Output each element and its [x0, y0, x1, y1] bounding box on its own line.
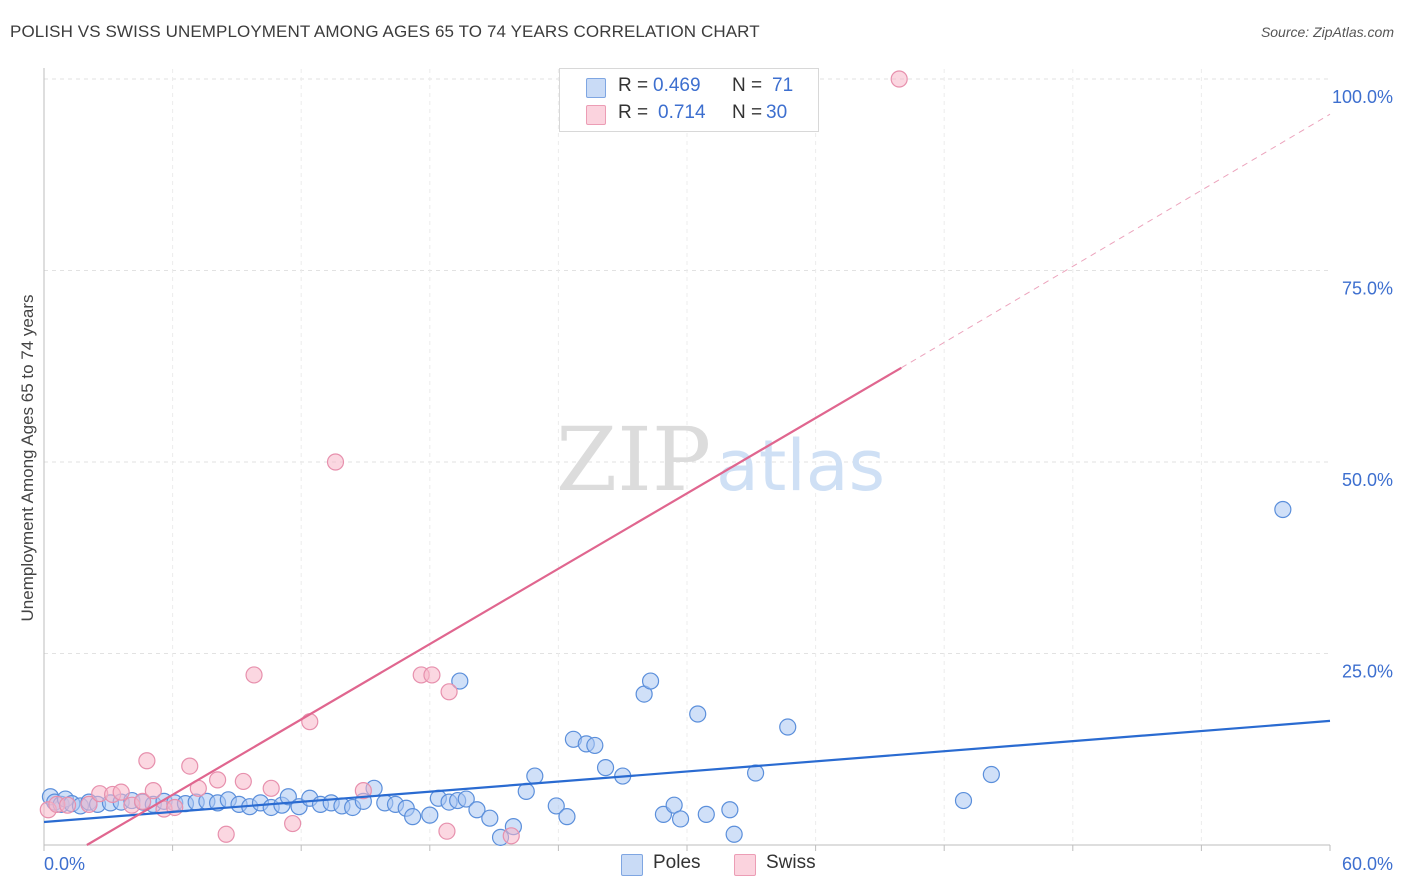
poles-point — [779, 718, 797, 736]
tick-labels: 25.0% 50.0% 75.0% 100.0% 0.0% 60.0% — [44, 87, 1393, 874]
poles-point — [547, 797, 565, 815]
swiss-trend-extension — [901, 113, 1331, 369]
swiss-point — [58, 796, 77, 814]
r-label: R = — [618, 75, 649, 96]
n-label: N = — [732, 102, 763, 123]
poles-point — [526, 767, 544, 785]
swiss-point — [181, 757, 199, 775]
poles-point — [558, 808, 576, 826]
poles-point — [689, 705, 707, 723]
y-tick-label: 75.0% — [1342, 279, 1393, 299]
swiss-swatch — [586, 105, 606, 125]
watermark: ZIP atlas — [556, 408, 885, 511]
swiss-point — [423, 666, 441, 684]
axes — [43, 68, 1331, 851]
poles-point — [586, 736, 604, 755]
swiss-point — [245, 666, 263, 684]
x-tick-label: 60.0% — [1342, 854, 1393, 874]
swiss-point — [326, 453, 345, 471]
swiss-point — [502, 827, 520, 845]
swiss-point — [217, 825, 235, 843]
x-tick-label: 0.0% — [44, 854, 85, 874]
swiss-point — [138, 752, 156, 770]
poles-point — [982, 765, 1000, 784]
poles-trend-line — [43, 719, 1331, 824]
watermark-zip: ZIP — [556, 408, 711, 511]
correlation-legend: R = 0.469 N = 71 R = 0.714 N = 30 — [559, 68, 819, 132]
swiss-point — [890, 70, 908, 88]
n-label: N = — [732, 75, 763, 96]
source-label: Source: ZipAtlas.com — [1260, 24, 1394, 40]
swiss-trend-line — [86, 366, 902, 846]
r-value: 0.469 — [653, 75, 701, 96]
swiss-legend-label: Swiss — [766, 852, 816, 873]
poles-point — [721, 801, 739, 819]
poles-point — [457, 790, 475, 808]
chart-title: POLISH VS SWISS UNEMPLOYMENT AMONG AGES … — [10, 22, 760, 41]
swiss-point — [112, 783, 130, 801]
poles-point — [665, 796, 683, 814]
poles-point — [671, 810, 690, 828]
poles-legend-swatch — [621, 854, 643, 876]
poles-swatch — [586, 78, 606, 98]
data-points — [39, 70, 1292, 846]
y-tick-label: 100.0% — [1332, 87, 1393, 107]
poles-point — [725, 825, 743, 843]
poles-point — [1274, 500, 1292, 519]
poles-point — [279, 788, 297, 806]
r-label: R = — [618, 102, 649, 123]
poles-point — [697, 805, 715, 823]
swiss-point — [438, 822, 456, 840]
swiss-point — [354, 782, 372, 800]
swiss-point — [440, 683, 458, 701]
swiss-point — [301, 713, 319, 731]
r-value: 0.714 — [658, 102, 706, 123]
poles-point — [954, 791, 973, 810]
swiss-legend-swatch — [734, 854, 756, 876]
trend-lines — [43, 113, 1331, 846]
poles-legend-label: Poles — [653, 852, 701, 873]
poles-point — [517, 782, 535, 800]
swiss-point — [133, 792, 152, 810]
y-tick-label: 25.0% — [1342, 662, 1393, 682]
poles-point — [481, 809, 499, 827]
poles-point — [468, 801, 486, 819]
n-value: 30 — [766, 102, 788, 123]
poles-point — [596, 759, 615, 777]
poles-point — [641, 672, 660, 690]
watermark-atlas: atlas — [716, 425, 885, 507]
poles-point — [421, 806, 439, 824]
poles-point — [404, 808, 422, 826]
y-tick-label: 50.0% — [1342, 470, 1393, 490]
n-value: 71 — [772, 75, 794, 96]
swiss-point — [262, 779, 280, 797]
swiss-point — [80, 795, 98, 814]
swiss-point — [234, 772, 252, 791]
poles-point — [451, 672, 469, 690]
swiss-point — [284, 814, 302, 833]
swiss-point — [144, 782, 162, 800]
swiss-point — [209, 771, 227, 789]
